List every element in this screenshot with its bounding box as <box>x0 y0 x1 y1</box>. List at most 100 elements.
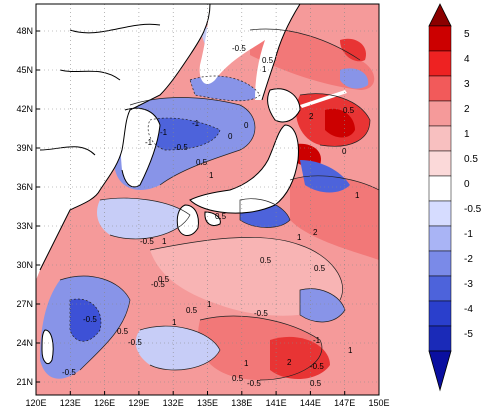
colorbar-label: 0.5 <box>464 154 478 165</box>
colorbar: 5 4 3 2 1 0.5 0 -0.5 -1 -2 -3 -4 -5 <box>428 3 482 392</box>
lon-tick-label: 123E <box>60 398 81 408</box>
contour-label: 0.5 <box>215 212 227 221</box>
map-field: -0.5 -1 0 0.5 1 2 -1 -0.5 0.5 1 -1 0 -0.… <box>36 4 379 395</box>
contour-label: 1 <box>244 359 249 368</box>
contour-label: 0.5 <box>117 327 129 336</box>
anomaly-region <box>340 68 369 89</box>
colorbar-swatch <box>428 200 452 227</box>
contour-label: 2 <box>287 358 292 367</box>
lat-tick-label: 27N <box>16 299 33 309</box>
honshu <box>190 125 299 214</box>
hokkaido <box>267 88 300 122</box>
lat-tick-label: 21N <box>16 377 33 387</box>
lon-tick-label: 126E <box>94 398 115 408</box>
contour-label: 0 <box>244 121 249 130</box>
lon-tick-label: 129E <box>128 398 149 408</box>
negative-contours <box>69 75 261 342</box>
colorbar-swatch <box>428 225 452 252</box>
coastlines <box>39 4 301 365</box>
contour-label: 0 <box>342 147 347 156</box>
contour-label: -1 <box>145 138 153 147</box>
contour-label: 1 <box>297 233 302 242</box>
colorbar-top-arrow <box>428 3 452 27</box>
anomaly-region <box>325 108 355 138</box>
lat-tick-label: 36N <box>16 182 33 192</box>
russia-coast <box>199 4 300 100</box>
longitude-labels: 120E 123E 126E 129E 132E 135E 138E 141E … <box>25 398 389 408</box>
colorbar-label: 1 <box>464 129 470 140</box>
colorbar-swatch <box>428 125 452 152</box>
anomaly-region <box>135 326 220 370</box>
colorbar-swatch <box>428 250 452 277</box>
contour-label: 1 <box>348 346 353 355</box>
colorbar-swatch <box>428 100 452 127</box>
lon-tick-label: 150E <box>368 398 389 408</box>
lat-tick-label: 30N <box>16 260 33 270</box>
contour-label: 0.5 <box>262 56 274 65</box>
contour-label: 2 <box>313 228 318 237</box>
contour-label: 0 <box>228 132 233 141</box>
colorbar-label: 2 <box>464 104 470 115</box>
contour-label: -0.5 <box>83 315 97 324</box>
contour-label: 0.5 <box>186 306 198 315</box>
colorbar-swatch <box>428 50 452 77</box>
contour-lines <box>59 28 379 381</box>
contour-label: 1 <box>355 191 360 200</box>
axis-ticks <box>35 30 380 395</box>
colorbar-bottom-arrow <box>428 350 452 392</box>
contour-label: -0.5 <box>174 143 188 152</box>
kyushu <box>177 205 199 236</box>
colorbar-label: -0.5 <box>464 204 482 215</box>
colorbar-swatch <box>428 25 452 52</box>
lon-tick-label: 144E <box>300 398 321 408</box>
colorbar-swatch <box>428 300 452 327</box>
contour-label: -1 <box>192 119 200 128</box>
colorbar-label: 4 <box>464 54 470 65</box>
lon-tick-label: 147E <box>334 398 355 408</box>
lat-tick-label: 42N <box>16 104 33 114</box>
korea-peninsula <box>120 108 160 187</box>
colorbar-label: 3 <box>464 79 470 90</box>
contour-label: 0.5 <box>310 379 322 388</box>
contour-label: -0.5 <box>151 280 165 289</box>
colorbar-label: -1 <box>464 229 473 240</box>
colorbar-swatch <box>428 275 452 302</box>
contour-label: 1 <box>262 65 267 74</box>
colorbar-swatch <box>428 75 452 102</box>
contour-label: 1 <box>207 300 212 309</box>
colorbar-label: -5 <box>464 329 473 340</box>
colorbar-label: 5 <box>464 29 470 40</box>
contour-label: -0.5 <box>62 368 76 377</box>
kuril-islands <box>300 90 347 108</box>
contour-label: 0.5 <box>196 158 208 167</box>
contour-label: 1 <box>172 318 177 327</box>
contour-label: 1 <box>162 237 167 246</box>
anomaly-region <box>290 175 379 260</box>
colorbar-swatch <box>428 325 452 352</box>
lon-tick-label: 135E <box>197 398 218 408</box>
anomaly-region <box>340 38 366 62</box>
contour-label: -1 <box>313 336 321 345</box>
anomaly-region <box>70 299 101 342</box>
contour-label: -0.5 <box>232 44 246 53</box>
lat-tick-label: 48N <box>16 26 33 36</box>
lon-tick-label: 141E <box>266 398 287 408</box>
lat-tick-label: 45N <box>16 65 33 75</box>
contour-label: -0.5 <box>247 379 261 388</box>
lon-tick-label: 132E <box>163 398 184 408</box>
contour-label: -0.5 <box>140 237 154 246</box>
contour-label: -0.5 <box>128 338 142 347</box>
lon-tick-label: 120E <box>25 398 46 408</box>
contour-label: -0.5 <box>254 309 268 318</box>
anomaly-region <box>148 118 220 150</box>
contour-label: 2 <box>309 112 314 121</box>
contour-label: 1 <box>209 171 214 180</box>
contour-labels: -0.5 -1 0 0.5 1 2 -1 -0.5 0.5 1 -1 0 -0.… <box>62 44 360 388</box>
colorbar-label: -3 <box>464 279 473 290</box>
anomaly-region <box>300 288 345 322</box>
contour-label: 0.5 <box>260 256 272 265</box>
contour-label: 0.5 <box>343 106 355 115</box>
lat-tick-label: 24N <box>16 338 33 348</box>
contour-label: 0.5 <box>158 275 170 284</box>
